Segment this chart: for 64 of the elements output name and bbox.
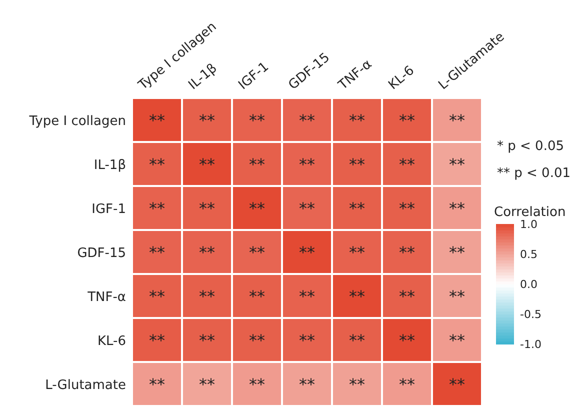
data-label: ** — [449, 155, 465, 174]
data-label: ** — [299, 243, 315, 262]
data-label: ** — [199, 199, 215, 218]
data-label: ** — [399, 375, 415, 394]
data-label: ** — [349, 331, 365, 350]
data-label: ** — [199, 155, 215, 174]
data-label: ** — [449, 287, 465, 306]
y-tick-label: L-Glutamate — [45, 378, 126, 393]
data-label: ** — [149, 375, 165, 394]
data-label: ** — [399, 287, 415, 306]
data-label: ** — [349, 243, 365, 262]
data-label: ** — [199, 375, 215, 394]
data-label: ** — [149, 287, 165, 306]
color-bar-label: 1.0 — [520, 218, 538, 231]
data-label: ** — [199, 243, 215, 262]
data-label: ** — [449, 331, 465, 350]
data-label: ** — [149, 111, 165, 130]
data-label: ** — [399, 111, 415, 130]
data-label: ** — [299, 199, 315, 218]
data-label: ** — [249, 331, 265, 350]
data-label: ** — [399, 155, 415, 174]
data-label: ** — [249, 199, 265, 218]
annotation: ** p < 0.01 — [497, 166, 570, 181]
y-tick-label: Type I collagen — [28, 114, 126, 129]
data-label: ** — [449, 111, 465, 130]
data-label: ** — [399, 243, 415, 262]
data-label: ** — [199, 111, 215, 130]
data-label: ** — [249, 375, 265, 394]
data-label: ** — [249, 155, 265, 174]
data-label: ** — [349, 287, 365, 306]
data-label: ** — [349, 155, 365, 174]
y-tick-label: GDF-15 — [77, 246, 126, 261]
y-tick-label: KL-6 — [97, 334, 126, 349]
data-label: ** — [149, 199, 165, 218]
y-tick-label: IGF-1 — [92, 202, 126, 217]
data-label: ** — [249, 287, 265, 306]
data-label: ** — [449, 199, 465, 218]
data-label: ** — [299, 111, 315, 130]
data-label: ** — [249, 111, 265, 130]
data-label: ** — [299, 287, 315, 306]
y-tick-label: IL-1β — [94, 158, 126, 173]
data-label: ** — [199, 331, 215, 350]
data-label: ** — [249, 243, 265, 262]
data-label: ** — [299, 331, 315, 350]
data-label: ** — [299, 375, 315, 394]
color-bar-label: -0.5 — [520, 308, 542, 321]
color-bar-title: Correlation — [494, 205, 566, 220]
data-label: ** — [199, 287, 215, 306]
data-label: ** — [349, 111, 365, 130]
color-bar-label: 0.0 — [520, 278, 538, 291]
data-label: ** — [149, 243, 165, 262]
data-label: ** — [449, 375, 465, 394]
y-tick-label: TNF-α — [86, 290, 126, 305]
data-label: ** — [349, 375, 365, 394]
color-bar-label: -1.0 — [520, 338, 542, 351]
data-label: ** — [399, 331, 415, 350]
annotation: * p < 0.05 — [497, 139, 564, 154]
data-label: ** — [399, 199, 415, 218]
data-label: ** — [349, 199, 365, 218]
data-label: ** — [299, 155, 315, 174]
color-bar-label: 0.5 — [520, 248, 538, 261]
data-label: ** — [449, 243, 465, 262]
data-label: ** — [149, 331, 165, 350]
data-label: ** — [149, 155, 165, 174]
